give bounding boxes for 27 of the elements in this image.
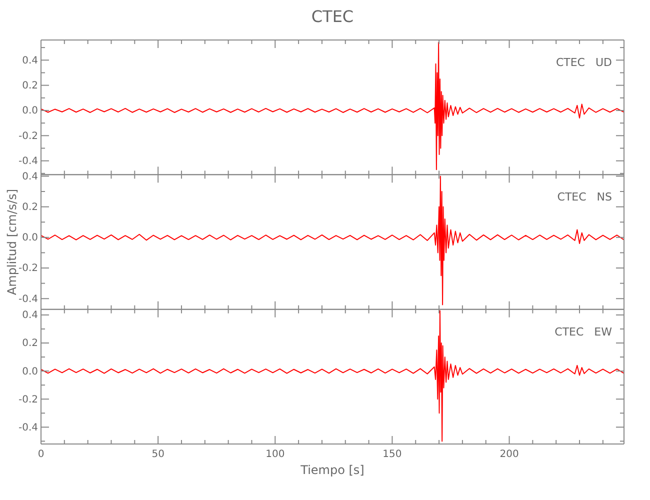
y-tick-label: -0.4	[18, 156, 38, 168]
y-tick-label: 0.2	[22, 202, 38, 214]
y-tick-label: 0.4	[22, 55, 38, 66]
y-tick-label: 0.0	[22, 366, 38, 378]
annotation: CTEC EW	[554, 325, 612, 338]
x-tick-label: 100	[266, 449, 285, 460]
y-tick-label: -0.4	[18, 422, 38, 434]
y-tick-label: -0.2	[18, 263, 38, 274]
x-tick-label: 50	[152, 449, 164, 460]
x-tick-label: 200	[500, 449, 519, 460]
line-series	[41, 42, 624, 170]
y-tick-label: -0.4	[18, 294, 38, 305]
annotation: CTEC NS	[557, 190, 612, 204]
y-tick-label: 0.2	[22, 338, 38, 350]
y-tick-label: -0.2	[18, 394, 38, 406]
y-tick-label: 0.4	[22, 310, 38, 322]
y-tick-label: 0.2	[22, 80, 38, 92]
chart-title: CTEC	[311, 7, 354, 26]
x-axis-title: Tiempo [s]	[300, 463, 364, 477]
x-tick-label: 150	[382, 449, 402, 460]
y-tick-label: 0.0	[22, 106, 38, 117]
y-tick-label: 0.4	[22, 171, 38, 182]
x-tick-label: 0	[38, 449, 44, 460]
y-tick-label: 0.0	[22, 232, 38, 244]
y-axis-title: Amplitud [cm/s/s]	[5, 188, 19, 296]
annotation: CTEC UD	[556, 56, 612, 69]
y-tick-label: -0.2	[18, 130, 38, 142]
